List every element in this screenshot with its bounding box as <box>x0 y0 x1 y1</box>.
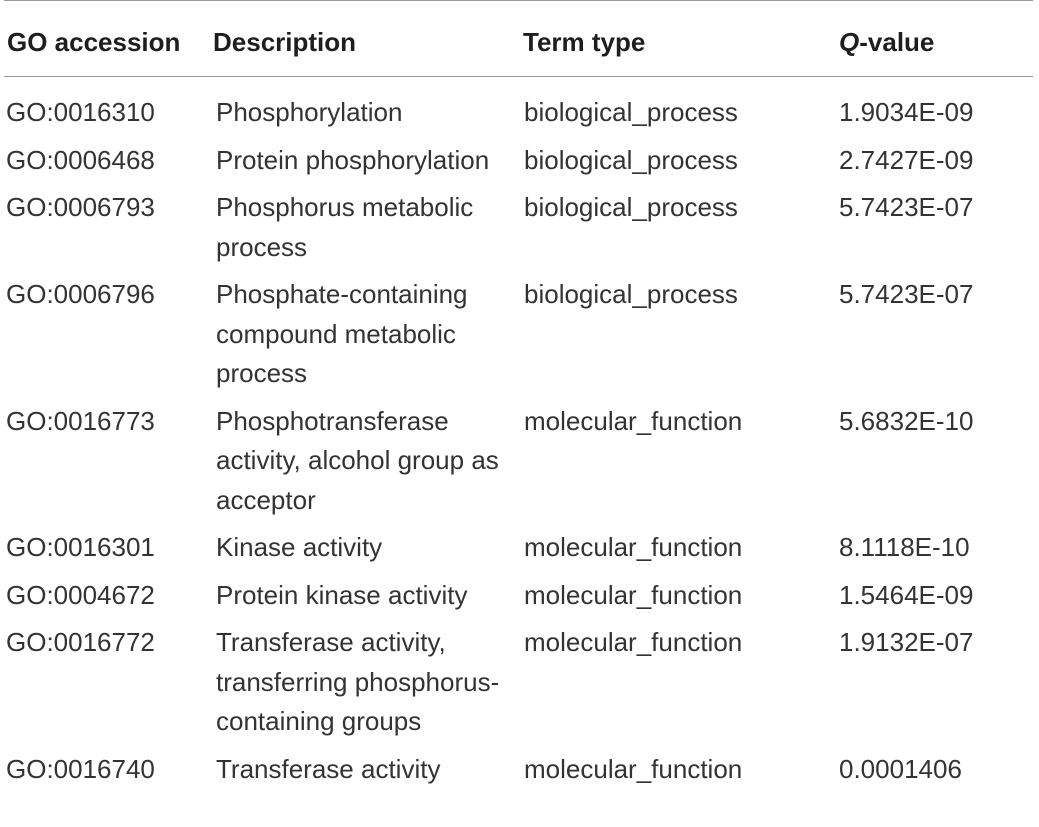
cell-term-type: molecular_function <box>524 532 743 562</box>
table-row: GO:0004672 Protein kinase activity molec… <box>4 576 1033 624</box>
cell-accession: GO:0006468 <box>6 144 155 175</box>
cell-accession: GO:0016301 <box>6 532 155 562</box>
cell-q-value: 1.9132E-07 <box>839 627 974 657</box>
cell-accession: GO:0006793 <box>6 192 155 222</box>
header-q-suffix: -value <box>859 27 935 57</box>
cell-description: Protein kinase activity <box>216 579 468 610</box>
cell-term-type: molecular_function <box>524 579 743 610</box>
cell-term-type: molecular_function <box>524 405 743 436</box>
cell-accession: GO:0016772 <box>6 627 155 657</box>
header-description: Description <box>213 27 357 57</box>
header-term-type: Term type <box>523 27 646 57</box>
table-row: GO:0006796 Phosphate-containing compound… <box>4 275 1033 402</box>
cell-term-type: biological_process <box>524 279 738 309</box>
cell-term-type: biological_process <box>524 97 738 127</box>
table-row: GO:0016773 Phosphotransferase activity, … <box>4 402 1033 529</box>
go-enrichment-table: GO accession Description Term type Q-val… <box>4 0 1033 797</box>
table-row: GO:0016301 Kinase activity molecular_fun… <box>4 528 1033 576</box>
cell-description: Phosphate-containing compound metabolic … <box>216 279 468 388</box>
table-header: GO accession Description Term type Q-val… <box>4 0 1033 77</box>
cell-q-value: 2.7427E-09 <box>839 144 974 175</box>
cell-description: Protein phosphorylation <box>216 144 490 175</box>
cell-description: Kinase activity <box>216 532 383 562</box>
go-enrichment-table-container: GO accession Description Term type Q-val… <box>4 0 1037 797</box>
cell-description: Phosphotransferase activity, alcohol gro… <box>216 405 499 515</box>
table-row: GO:0006468 Protein phosphorylation biolo… <box>4 141 1033 189</box>
cell-q-value: 5.7423E-07 <box>839 192 974 222</box>
cell-q-value: 1.5464E-09 <box>839 579 974 610</box>
header-go-accession: GO accession <box>7 27 181 57</box>
cell-accession: GO:0016740 <box>6 753 155 784</box>
cell-accession: GO:0004672 <box>6 579 155 610</box>
cell-description: Transferase activity <box>216 753 441 784</box>
cell-q-value: 8.1118E-10 <box>839 532 970 562</box>
cell-description: Phosphorus metabolic process <box>216 192 474 262</box>
cell-q-value: 5.6832E-10 <box>839 405 974 436</box>
cell-accession: GO:0016773 <box>6 405 155 436</box>
cell-q-value: 1.9034E-09 <box>839 97 974 127</box>
cell-q-value: 0.0001406 <box>839 753 962 784</box>
header-q-italic: Q <box>839 27 860 57</box>
cell-accession: GO:0016310 <box>6 97 155 127</box>
cell-term-type: molecular_function <box>524 753 743 784</box>
header-q-value: Q-value <box>831 1 1033 77</box>
cell-description: Phosphorylation <box>216 97 403 127</box>
cell-q-value: 5.7423E-07 <box>839 279 974 309</box>
table-row: GO:0006793 Phosphorus metabolic process … <box>4 188 1033 275</box>
table-row: GO:0016310 Phosphorylation biological_pr… <box>4 77 1033 141</box>
cell-term-type: biological_process <box>524 192 738 222</box>
table-body: GO:0016310 Phosphorylation biological_pr… <box>4 77 1033 798</box>
table-row: GO:0016740 Transferase activity molecula… <box>4 750 1033 798</box>
cell-description: Transferase activity, transferring phosp… <box>216 627 500 736</box>
table-row: GO:0016772 Transferase activity, transfe… <box>4 623 1033 750</box>
cell-accession: GO:0006796 <box>6 279 155 309</box>
cell-term-type: biological_process <box>524 144 738 175</box>
header-row: GO accession Description Term type Q-val… <box>4 0 1033 77</box>
cell-term-type: molecular_function <box>524 627 743 657</box>
